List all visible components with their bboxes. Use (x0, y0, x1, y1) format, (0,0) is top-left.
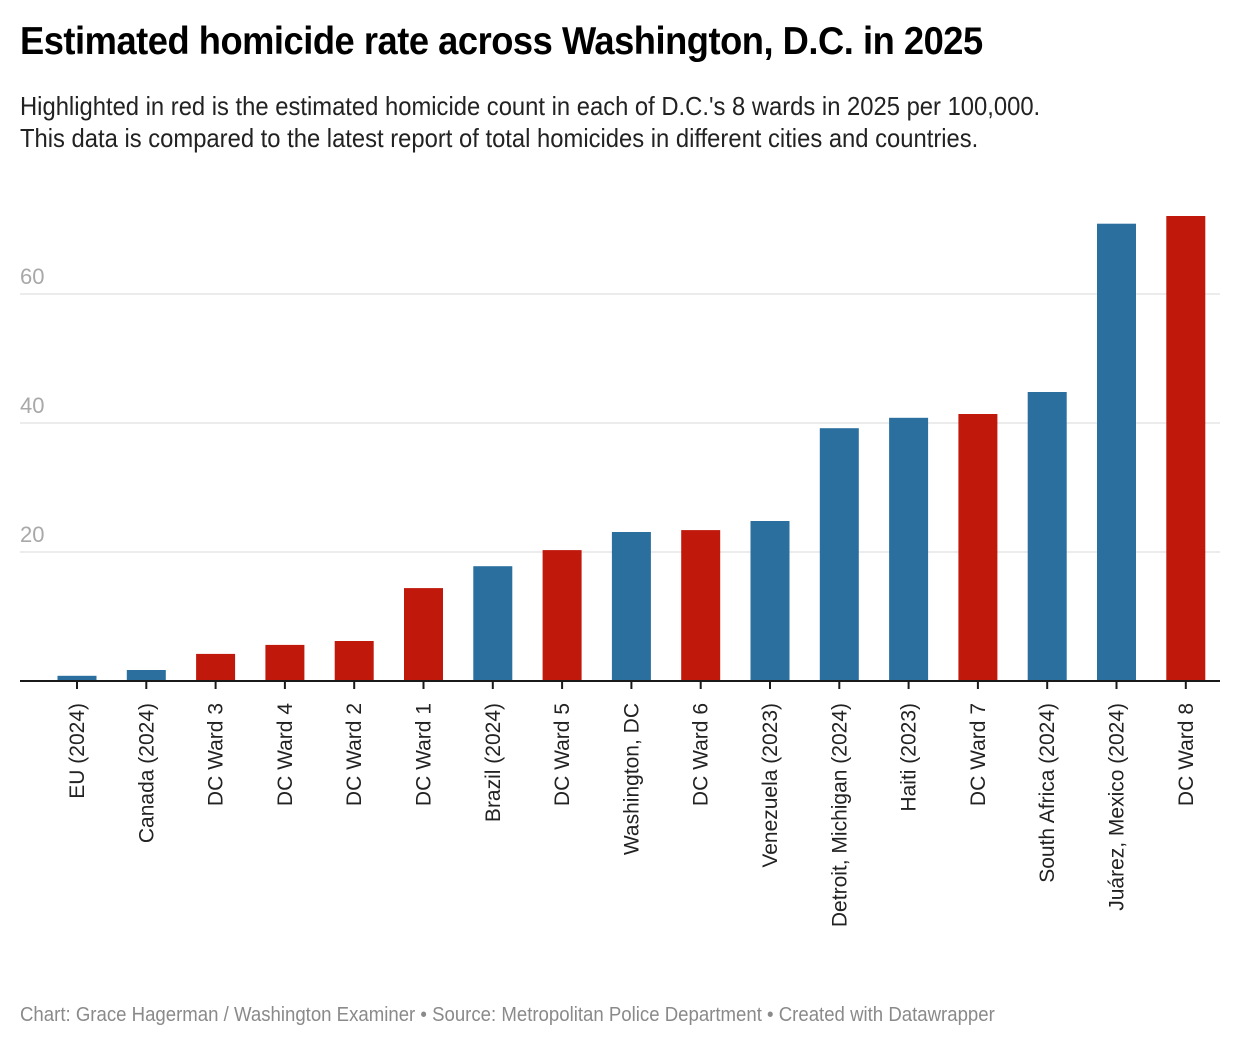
bar[interactable] (542, 550, 582, 681)
chart-title: Estimated homicide rate across Washingto… (20, 20, 983, 63)
x-tick-label: DC Ward 1 (413, 703, 436, 806)
bar[interactable] (681, 530, 721, 681)
bar[interactable] (958, 414, 998, 681)
y-tick-label: 20 (20, 522, 44, 547)
bar[interactable] (196, 653, 236, 681)
x-tick-label: DC Ward 4 (274, 703, 297, 806)
chart-credits: Chart: Grace Hagerman / Washington Exami… (20, 1004, 995, 1026)
y-tick-label: 40 (20, 393, 44, 418)
x-tick-label: DC Ward 8 (1175, 703, 1198, 806)
bar[interactable] (819, 428, 859, 681)
bar[interactable] (750, 521, 790, 681)
bar[interactable] (1097, 223, 1136, 681)
x-tick-label: Brazil (2024) (482, 703, 505, 822)
subtitle-line-1: Highlighted in red is the estimated homi… (20, 91, 1041, 121)
bar[interactable] (265, 644, 305, 681)
bar-chart: 20 40 60 EU (2024) Canada (2024) DC Ward 3 DC… (20, 216, 1220, 927)
y-tick-label: 60 (20, 264, 44, 289)
bar[interactable] (1166, 216, 1206, 681)
x-tick-label: DC Ward 5 (551, 703, 574, 806)
x-tick-label: DC Ward 7 (967, 703, 990, 806)
bar[interactable] (57, 675, 97, 681)
x-tick-label: Canada (2024) (135, 703, 158, 843)
x-tick-label: Venezuela (2023) (759, 703, 782, 868)
bar[interactable] (611, 532, 651, 681)
y-axis-ticks: 20 40 60 (20, 264, 44, 547)
x-tick-label: Detroit, Michigan (2024) (828, 703, 851, 927)
x-tick-label: Washington, DC (620, 703, 643, 855)
x-axis-labels: EU (2024) Canada (2024) DC Ward 3 DC Ward 4… (66, 703, 1198, 927)
x-tick-label: DC Ward 6 (690, 703, 713, 806)
x-tick-label: DC Ward 3 (205, 703, 228, 806)
x-tick-label: South Africa (2024) (1036, 703, 1059, 883)
bars (57, 216, 1206, 681)
bar[interactable] (1027, 392, 1067, 681)
x-tick-label: Juárez, Mexico (2024) (1106, 703, 1129, 911)
x-axis (20, 680, 1220, 689)
x-tick-label: Haiti (2023) (898, 703, 921, 812)
chart-subtitle: Highlighted in red is the estimated homi… (20, 90, 1173, 154)
subtitle-line-2: This data is compared to the latest repo… (20, 123, 979, 153)
bar[interactable] (404, 588, 443, 681)
bar[interactable] (473, 566, 513, 681)
bar[interactable] (889, 417, 929, 681)
x-tick-label: DC Ward 2 (343, 703, 366, 806)
x-tick-label: EU (2024) (66, 703, 89, 799)
bar[interactable] (126, 670, 166, 681)
bar[interactable] (334, 641, 374, 681)
